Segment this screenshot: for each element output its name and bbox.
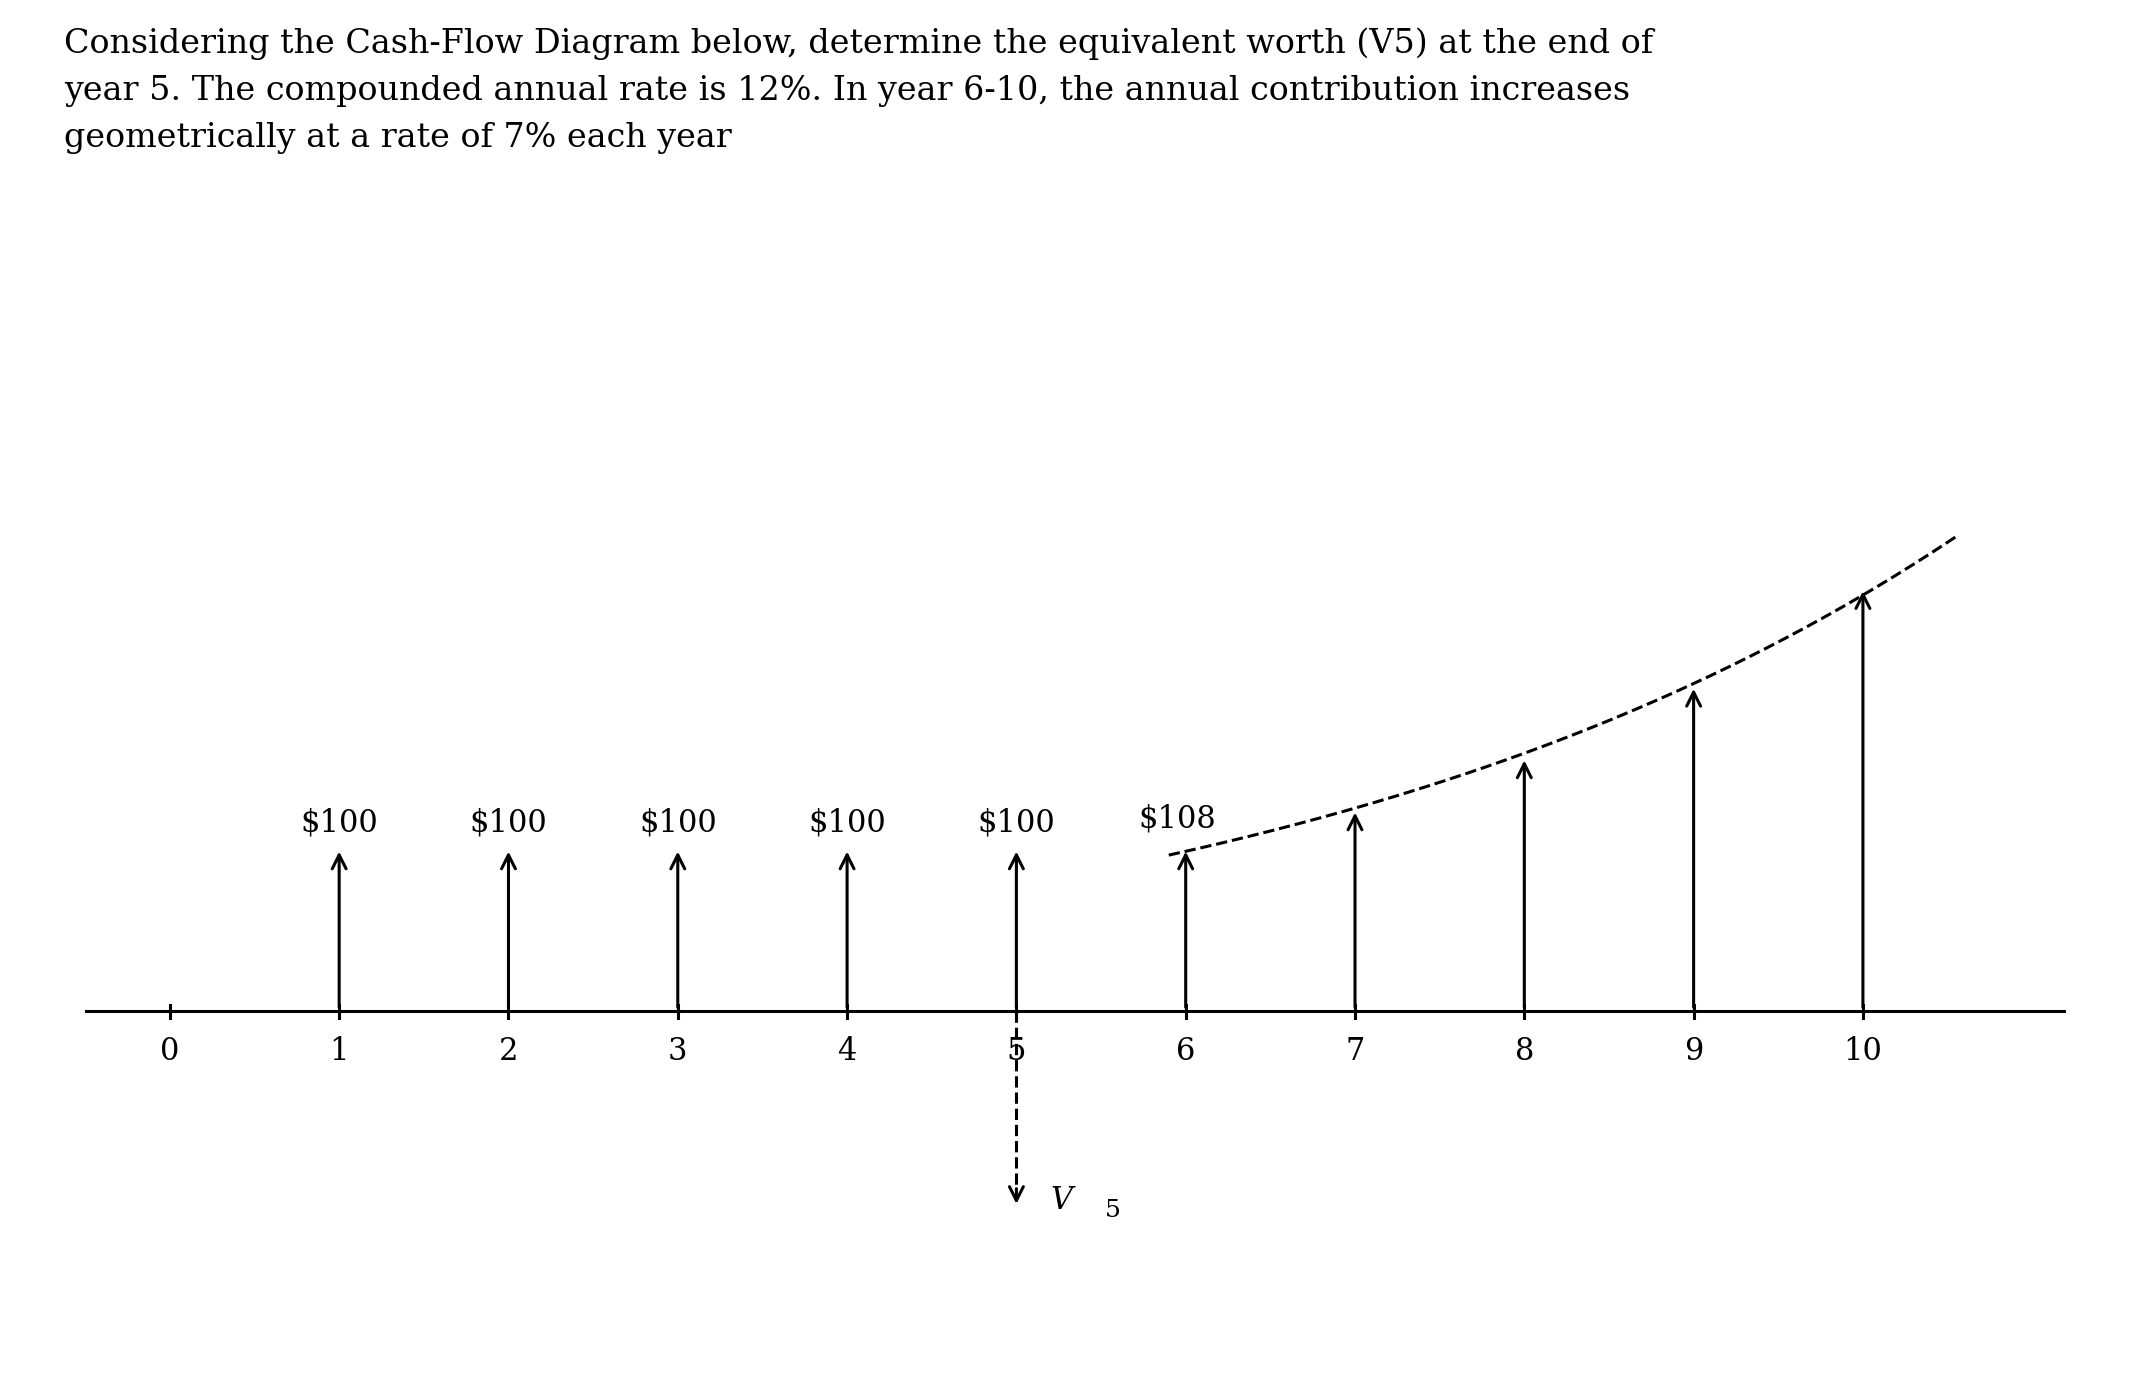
Text: 7: 7: [1346, 1037, 1365, 1067]
Text: V: V: [1050, 1184, 1071, 1216]
Text: 5: 5: [1105, 1198, 1120, 1221]
Text: Considering the Cash-Flow Diagram below, determine the equivalent worth (V5) at : Considering the Cash-Flow Diagram below,…: [64, 28, 1653, 154]
Text: 8: 8: [1514, 1037, 1534, 1067]
Text: 5: 5: [1007, 1037, 1027, 1067]
Text: 2: 2: [498, 1037, 518, 1067]
Text: $100: $100: [469, 808, 547, 839]
Text: $100: $100: [807, 808, 886, 839]
Text: 6: 6: [1176, 1037, 1195, 1067]
Text: $100: $100: [639, 808, 716, 839]
Text: $108: $108: [1137, 803, 1216, 834]
Text: 4: 4: [837, 1037, 856, 1067]
Text: 1: 1: [330, 1037, 349, 1067]
Text: 0: 0: [160, 1037, 179, 1067]
Text: 9: 9: [1685, 1037, 1704, 1067]
Text: 10: 10: [1842, 1037, 1883, 1067]
Text: $100: $100: [978, 808, 1054, 839]
Text: 3: 3: [669, 1037, 688, 1067]
Text: $100: $100: [300, 808, 377, 839]
